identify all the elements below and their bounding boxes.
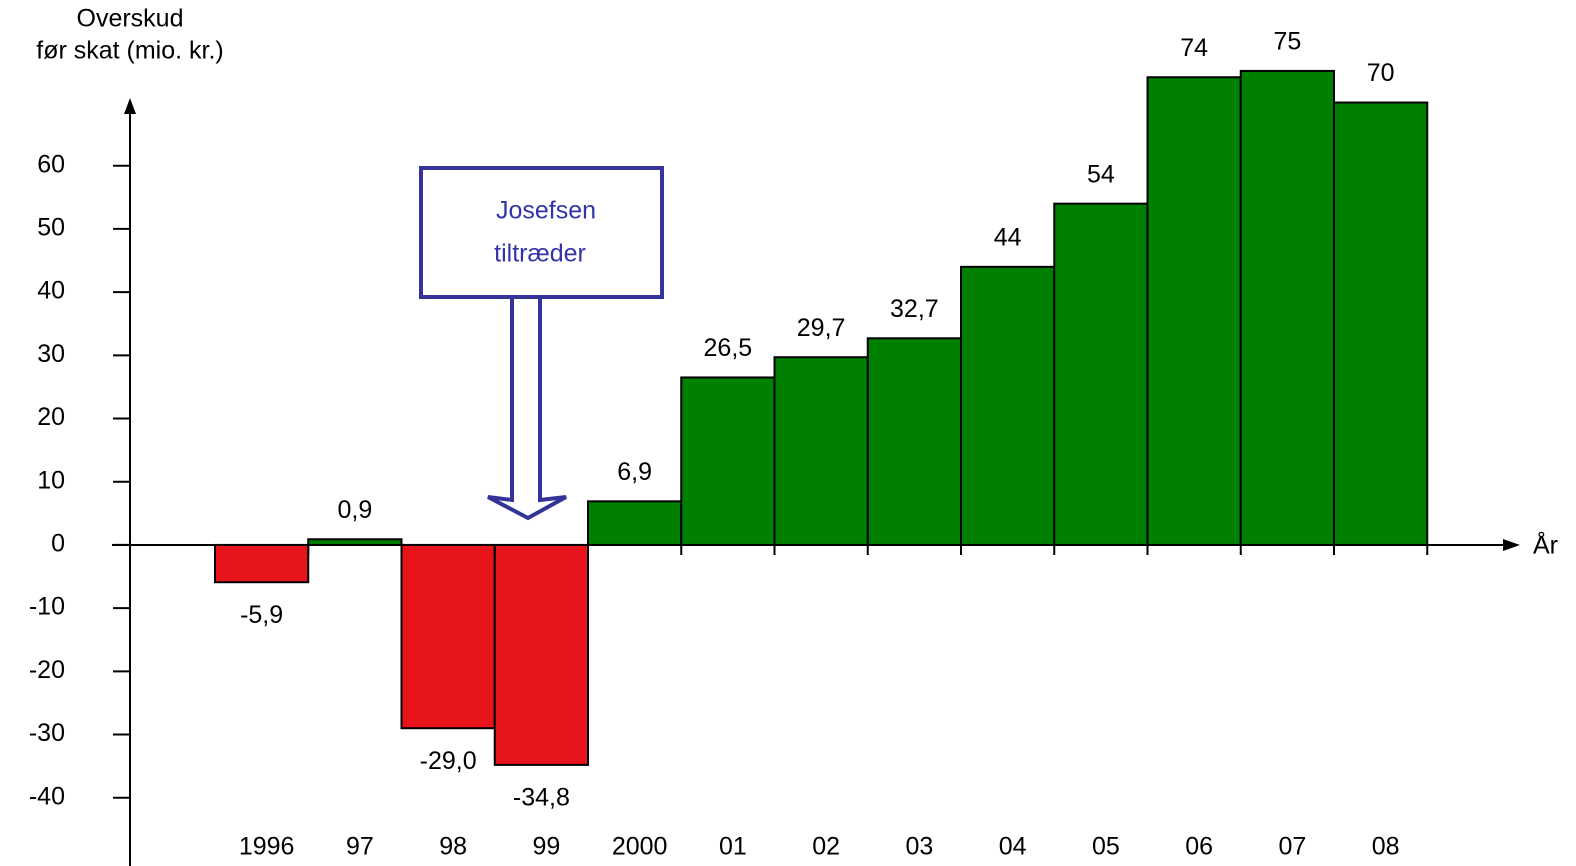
y-tick-label: 0 (51, 530, 65, 558)
x-tick-label: 06 (1185, 833, 1213, 861)
bar (1146, 76, 1242, 546)
bar (1053, 202, 1149, 546)
value-label: -29,0 (420, 747, 477, 775)
value-label: 6,9 (617, 458, 652, 486)
bar (587, 500, 683, 546)
y-tick-label: -30 (29, 719, 65, 747)
plot: -40-30-20-100102030405060-5,919960,997-2… (29, 28, 1429, 861)
bar (773, 356, 869, 546)
y-axis-title: Overskud (77, 5, 184, 33)
annotation-box (419, 166, 664, 299)
value-label: 70 (1367, 59, 1395, 87)
bar (493, 543, 589, 766)
value-label: 44 (994, 223, 1022, 251)
value-label: 26,5 (704, 334, 753, 362)
y-tick-label: 10 (37, 466, 65, 494)
x-axis-title: År (1533, 530, 1558, 560)
bar (400, 543, 496, 730)
x-tick-label: 05 (1092, 833, 1120, 861)
y-axis-title: før skat (mio. kr.) (36, 37, 224, 65)
y-tick-label: 30 (37, 340, 65, 368)
y-tick-label: 60 (37, 150, 65, 178)
x-tick-label: 03 (905, 833, 933, 861)
y-tick-label: 40 (37, 277, 65, 305)
x-axis-arrow (1503, 539, 1520, 551)
x-tick-label: 07 (1278, 833, 1306, 861)
bar (960, 265, 1056, 546)
y-axis-arrow (124, 98, 136, 114)
y-tick-label: 50 (37, 214, 65, 242)
bar (680, 376, 776, 546)
value-label: -34,8 (513, 783, 570, 811)
x-tick-label: 02 (812, 833, 840, 861)
x-tick-label: 04 (999, 833, 1027, 861)
annotation-arrow (487, 299, 567, 521)
value-label: 0,9 (337, 496, 372, 524)
x-tick-label: 08 (1372, 833, 1400, 861)
y-tick-label: -10 (29, 593, 65, 621)
bar (866, 337, 962, 546)
x-tick-label: 99 (532, 833, 560, 861)
x-tick-label: 1996 (239, 833, 295, 861)
x-tick-label: 97 (346, 833, 374, 861)
value-label: 75 (1273, 28, 1301, 56)
x-tick-label: 98 (439, 833, 467, 861)
annotation-text: Josefsen (496, 197, 596, 225)
bar (1239, 69, 1335, 546)
y-tick-label: -20 (29, 656, 65, 684)
x-tick-label: 01 (719, 833, 747, 861)
bar (1333, 101, 1429, 546)
bar (214, 543, 310, 584)
value-label: 32,7 (890, 295, 939, 323)
bar (307, 538, 403, 546)
y-tick-label: 20 (37, 403, 65, 431)
y-tick-label: -40 (29, 782, 65, 810)
annotation-text: tiltræder (494, 240, 586, 268)
value-label: -5,9 (240, 601, 283, 629)
value-label: 29,7 (797, 314, 846, 342)
value-label: 54 (1087, 160, 1115, 188)
x-tick-label: 2000 (612, 833, 668, 861)
value-label: 74 (1180, 34, 1208, 62)
